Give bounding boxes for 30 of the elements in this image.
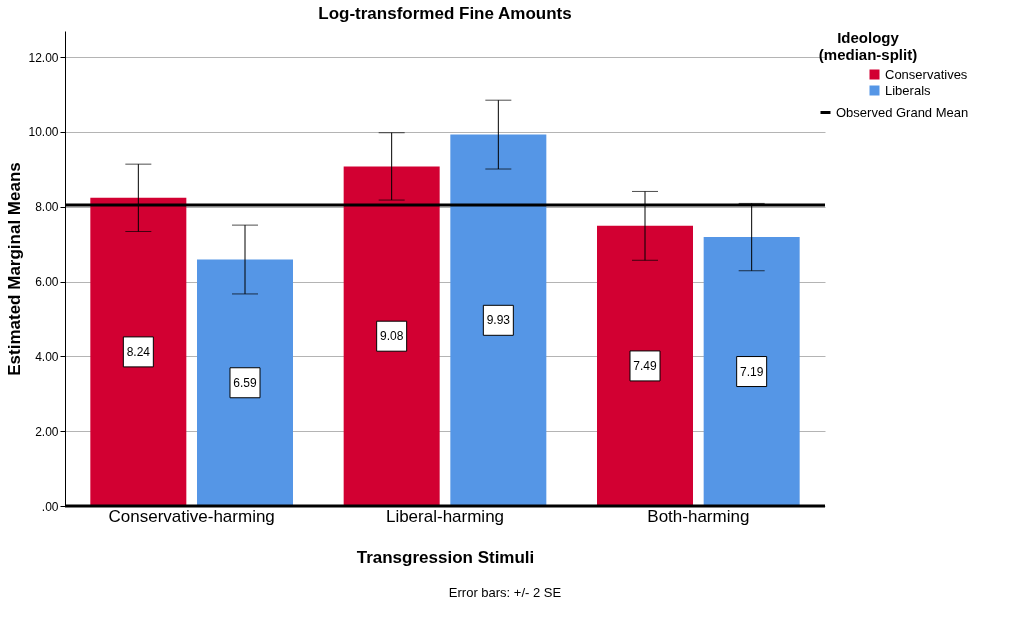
legend-label: Conservatives: [885, 66, 968, 82]
bar: [197, 259, 293, 506]
y-tick-label: 4.00: [35, 349, 59, 364]
data-label: 6.59: [233, 375, 257, 390]
data-label: 7.49: [633, 358, 657, 373]
y-tick-label: 8.00: [35, 200, 59, 215]
y-axis-title: Estimated Marginal Means: [5, 162, 25, 376]
legend-title: Ideology (median-split): [818, 29, 918, 63]
bar: [90, 197, 187, 506]
bar: [597, 225, 693, 506]
bar: [450, 134, 547, 506]
y-tick-label: .00: [41, 499, 59, 514]
chart-title: Log-transformed Fine Amounts: [318, 4, 572, 23]
data-label: 9.08: [379, 329, 404, 344]
data-label: 8.24: [126, 344, 151, 359]
x-tick-label: Liberal-harming: [385, 506, 505, 526]
y-tick-label: 12.00: [28, 50, 59, 65]
bar: [703, 237, 800, 506]
x-tick-label: Conservative-harming: [108, 506, 275, 526]
y-tick-label: 6.00: [35, 275, 59, 290]
bar: [343, 166, 440, 506]
data-label: 7.19: [739, 364, 764, 379]
legend-label: Observed Grand Mean: [836, 104, 969, 120]
legend-label: Liberals: [885, 82, 932, 98]
y-tick-label: 2.00: [35, 424, 59, 439]
x-tick-label: Both-harming: [647, 506, 750, 526]
data-label: 9.93: [486, 313, 511, 328]
y-tick-label: 10.00: [28, 125, 59, 140]
x-axis-title: Transgression Stimuli: [356, 547, 535, 567]
text: Error bars: +/- 2 SE: [448, 585, 562, 600]
